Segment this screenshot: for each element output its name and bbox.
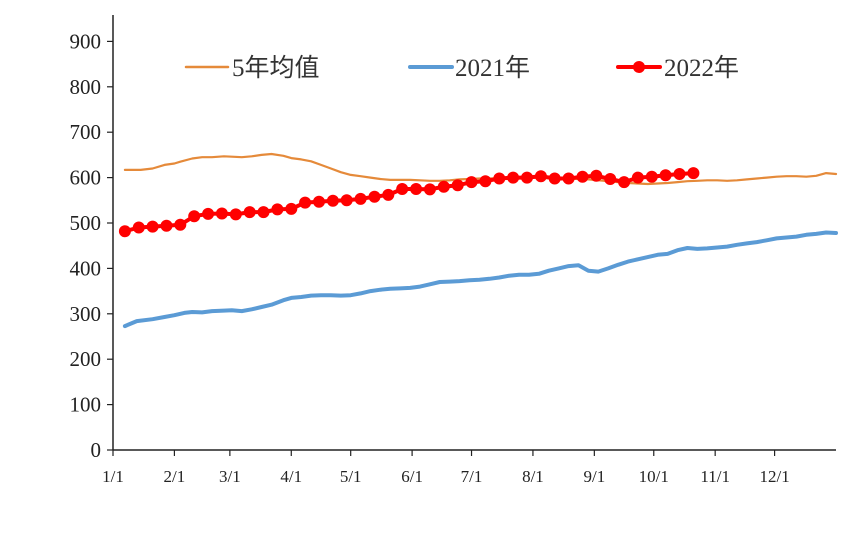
y-tick-label: 800	[70, 75, 102, 99]
data-point	[437, 180, 450, 193]
y-tick-label: 300	[70, 302, 102, 326]
data-point	[271, 203, 284, 216]
data-point	[451, 179, 464, 192]
data-point	[645, 170, 658, 183]
x-tick-label: 8/1	[522, 467, 544, 486]
x-tick-label: 9/1	[583, 467, 605, 486]
data-point	[118, 225, 131, 238]
data-point	[410, 183, 423, 195]
legend-label: 5年均值	[232, 54, 320, 82]
legend-item: 5年均值	[184, 54, 320, 82]
y-tick-label: 400	[70, 256, 102, 280]
data-point	[132, 221, 145, 234]
data-point	[354, 192, 367, 205]
data-point	[202, 207, 215, 220]
x-tick-label: 11/1	[700, 467, 730, 486]
x-tick-label: 1/1	[102, 467, 124, 486]
data-point	[604, 173, 617, 185]
data-point	[673, 168, 686, 180]
y-tick-label: 600	[70, 166, 102, 190]
data-point	[285, 202, 298, 215]
data-point	[396, 183, 409, 195]
legend-label: 2021年	[455, 54, 530, 82]
legend-label: 2022年	[664, 54, 739, 82]
legend-marker	[633, 61, 645, 73]
data-point	[215, 207, 228, 220]
x-tick-label: 7/1	[461, 467, 483, 486]
series-layer	[118, 152, 838, 329]
x-tick-label: 10/1	[639, 467, 669, 486]
data-point	[576, 170, 589, 183]
data-point	[146, 220, 159, 233]
data-point	[562, 172, 575, 185]
y-tick-label: 500	[70, 211, 102, 235]
legend-item: 2021年	[408, 54, 530, 82]
data-point	[368, 190, 381, 203]
y-tick-label: 0	[91, 438, 102, 462]
data-point	[229, 208, 242, 221]
data-point	[313, 195, 325, 208]
series-line	[122, 230, 838, 329]
y-tick-label: 900	[70, 29, 102, 53]
x-tick-label: 3/1	[219, 467, 241, 486]
data-point	[493, 172, 506, 185]
x-tick-label: 5/1	[340, 467, 362, 486]
x-tick-label: 2/1	[164, 467, 186, 486]
series-1	[122, 230, 838, 329]
data-point	[631, 171, 644, 184]
legend-item: 2022年	[616, 54, 739, 82]
y-tick-label: 700	[70, 120, 102, 144]
data-point	[507, 171, 520, 184]
data-point	[423, 183, 436, 196]
x-tick-label: 4/1	[280, 467, 302, 486]
y-tick-label: 100	[70, 393, 102, 417]
data-point	[687, 167, 700, 180]
series-2	[118, 167, 700, 238]
y-tick-label: 200	[70, 347, 102, 371]
data-point	[160, 219, 173, 232]
data-point	[340, 194, 353, 207]
data-point	[174, 218, 187, 231]
x-tick-label: 12/1	[759, 467, 789, 486]
data-point	[326, 194, 339, 207]
data-point	[465, 176, 478, 189]
data-point	[382, 188, 395, 201]
data-point	[188, 210, 201, 223]
data-point	[618, 176, 631, 189]
data-point	[479, 175, 492, 188]
data-point	[548, 172, 561, 185]
data-point	[243, 206, 256, 219]
data-point	[521, 171, 533, 184]
data-point	[659, 169, 672, 182]
axes: 0 100 200 300 400 500 600 700 800 900 1/1 2/1 3/1 4/1…	[70, 15, 836, 486]
legend: 5年均值 2021年 2022年	[184, 54, 739, 82]
data-point	[257, 206, 270, 219]
data-point	[534, 170, 547, 183]
data-point	[299, 196, 312, 209]
x-tick-label: 6/1	[401, 467, 423, 486]
data-point	[590, 169, 603, 182]
